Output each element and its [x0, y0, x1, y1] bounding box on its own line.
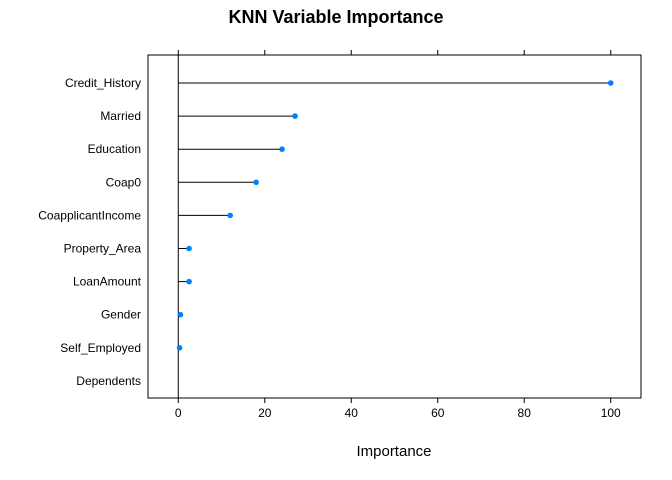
category-label-dependents: Dependents — [76, 374, 141, 388]
category-label-coap0: Coap0 — [106, 175, 142, 189]
point-loanamount — [186, 278, 192, 285]
category-label-education: Education — [88, 142, 141, 156]
point-self-employed — [176, 345, 183, 351]
category-labels: Credit_History Married Education Coap0 Coapp… — [38, 76, 141, 388]
plot-frame — [147, 54, 642, 399]
stems-group — [178, 82, 611, 349]
points-group — [176, 80, 614, 351]
x-axis-ticks: 0 20 40 60 80 100 — [175, 398, 621, 420]
category-label-property-area: Property_Area — [64, 242, 142, 256]
category-label-gender: Gender — [101, 308, 141, 322]
chart-title: KNN Variable Importance — [228, 7, 443, 27]
top-axis-ticks — [177, 50, 612, 55]
x-tick-label-100: 100 — [601, 406, 621, 420]
category-label-loanamount: LoanAmount — [73, 275, 142, 289]
point-credit-history — [607, 80, 614, 86]
point-coapplicantincome — [227, 212, 233, 219]
x-axis-label: Importance — [356, 443, 431, 460]
category-label-coapplicantincome: CoapplicantIncome — [38, 208, 141, 222]
x-tick-label-60: 60 — [431, 406, 445, 420]
category-label-credit-history: Credit_History — [65, 76, 141, 90]
x-tick-label-20: 20 — [258, 406, 272, 420]
point-married — [292, 113, 298, 119]
point-education — [279, 146, 285, 152]
category-label-married: Married — [100, 109, 141, 123]
point-property-area — [186, 245, 192, 252]
point-coap0 — [253, 179, 259, 186]
x-tick-label-40: 40 — [345, 406, 359, 420]
x-tick-label-80: 80 — [518, 406, 532, 420]
x-tick-label-0: 0 — [175, 406, 182, 420]
point-gender — [177, 311, 184, 318]
category-label-self-employed: Self_Employed — [60, 341, 141, 355]
